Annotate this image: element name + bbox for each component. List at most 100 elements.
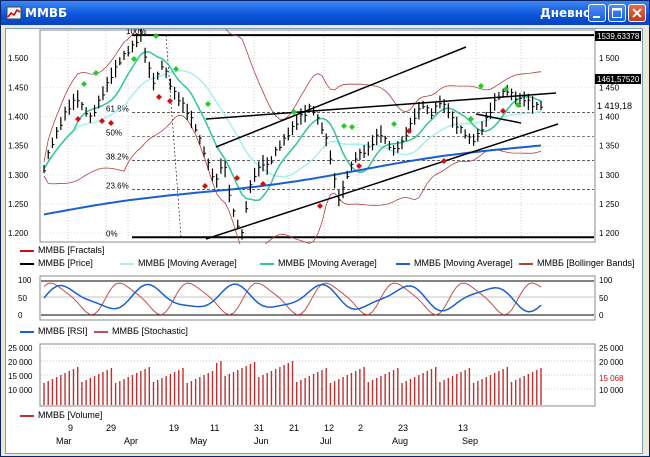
left-tick-label: 1.350 bbox=[8, 142, 29, 151]
oscillator-left-axis: 100 50 0 bbox=[18, 276, 32, 320]
legend-entry: ММВБ [Fractals] bbox=[20, 245, 104, 255]
fractal-up-marker bbox=[503, 86, 509, 92]
trend-lines bbox=[205, 46, 559, 240]
close-icon bbox=[632, 8, 642, 18]
fractal-down-marker bbox=[75, 116, 81, 122]
legend-swatch bbox=[20, 249, 34, 252]
fib-label: 0% bbox=[106, 229, 118, 238]
date-day-label: 13 bbox=[458, 423, 469, 433]
fractal-up-marker bbox=[515, 102, 521, 108]
fractal-down-marker bbox=[317, 203, 323, 209]
minimize-button[interactable] bbox=[588, 4, 606, 22]
fractal-up-marker bbox=[81, 81, 87, 87]
fractal-up-marker bbox=[205, 101, 211, 107]
fractal-down-marker bbox=[500, 108, 506, 114]
volume-pane[interactable]: 25 000 20 000 15 000 10 000 25 000 20 000 15 … bbox=[6, 343, 642, 409]
fractal-up-marker bbox=[391, 121, 397, 127]
legend-label: ММВБ [Price] bbox=[38, 258, 93, 268]
date-month-label: Apr bbox=[124, 436, 139, 446]
fib-label: 23.6% bbox=[106, 181, 129, 190]
right-tick-label: 1 200 bbox=[599, 229, 620, 238]
fib-label: 38.2% bbox=[106, 152, 129, 161]
bollinger-lower bbox=[43, 114, 542, 244]
stochastic-line bbox=[43, 282, 542, 316]
price-pane[interactable]: 100% 61.8% 50% 38.2% 23.6% 0% 1.500 1.450 1.400… bbox=[6, 29, 642, 244]
oscillator-lines bbox=[43, 282, 542, 316]
date-day-label: 2 bbox=[358, 423, 364, 433]
date-day-label: 23 bbox=[398, 423, 409, 433]
osc-right-tick: 50 bbox=[599, 294, 608, 303]
osc-right-tick: 100 bbox=[599, 276, 613, 285]
chart-area[interactable]: 100% 61.8% 50% 38.2% 23.6% 0% 1.500 1.450 1.400… bbox=[5, 28, 643, 454]
legend-label: ММВБ [Stochastic] bbox=[112, 326, 188, 336]
legend-swatch bbox=[396, 262, 410, 265]
date-month-label: Aug bbox=[392, 436, 409, 446]
date-month-label: Jun bbox=[254, 436, 269, 446]
volume-bars bbox=[43, 361, 542, 405]
fractal-up-marker bbox=[173, 66, 179, 72]
vol-left-tick: 15 000 bbox=[8, 372, 33, 381]
moving-averages bbox=[43, 51, 542, 216]
ma-blue bbox=[43, 144, 542, 216]
rsi-line bbox=[43, 283, 542, 313]
legend-swatch bbox=[519, 262, 533, 265]
left-tick-label: 1.450 bbox=[8, 83, 29, 92]
fractal-down-marker bbox=[167, 98, 173, 104]
fractal-up-marker bbox=[341, 123, 347, 129]
close-button[interactable] bbox=[628, 4, 646, 22]
legend-swatch bbox=[94, 330, 108, 333]
osc-left-tick: 50 bbox=[18, 294, 27, 303]
legend-label: ММВБ [Fractals] bbox=[38, 245, 105, 255]
date-month-label: Mar bbox=[56, 436, 72, 446]
vol-left-tick: 25 000 bbox=[8, 344, 33, 353]
left-tick-label: 1.500 bbox=[8, 54, 29, 63]
oscillator-right-axis: 100 50 0 bbox=[599, 276, 613, 320]
left-tick-label: 1.400 bbox=[8, 113, 29, 122]
date-day-label: 29 bbox=[106, 423, 117, 433]
date-month-label: Jul bbox=[320, 436, 332, 446]
last-price-label: 1 419,18 bbox=[597, 101, 632, 111]
right-tick-label: 1 450 bbox=[599, 83, 620, 92]
fractal-down-marker bbox=[234, 175, 240, 181]
vol-right-tick: 15 068 bbox=[599, 374, 624, 383]
left-tick-label: 1.300 bbox=[8, 171, 29, 180]
window-title: ММВБ bbox=[25, 6, 68, 20]
legend-label: ММВБ [RSI] bbox=[38, 326, 88, 336]
legend-entry: ММВБ [RSI] bbox=[20, 326, 87, 336]
legend-entry: ММВБ [Moving Average] bbox=[120, 258, 237, 268]
trend-line bbox=[205, 123, 559, 240]
title-bar[interactable]: ММВБ Дневной bbox=[1, 1, 649, 25]
date-axis: 9 29 19 11 31 21 12 2 23 13 Mar Apr May Jun Jul Aug Sep bbox=[44, 422, 640, 452]
date-day-label: 9 bbox=[68, 423, 74, 433]
price-legend: ММВБ [Fractals] ММВБ [Price] ММВБ [Moving … bbox=[6, 245, 642, 271]
fractal-down-marker bbox=[356, 163, 362, 169]
volume-right-axis: 25 000 20 000 15 068 10 000 bbox=[599, 344, 624, 395]
oscillator-pane[interactable]: 100 50 0 100 50 0 bbox=[6, 275, 642, 323]
volume-left-axis: 25 000 20 000 15 000 10 000 bbox=[8, 344, 33, 395]
fib-label: 61.8% bbox=[106, 104, 129, 113]
fractal-up-marker bbox=[93, 70, 99, 76]
legend-entry: ММВБ [Moving Average] bbox=[396, 258, 513, 268]
high-price-label: 1539,63378 bbox=[597, 32, 640, 41]
left-tick-label: 1.250 bbox=[8, 200, 29, 209]
price-bars bbox=[43, 29, 543, 240]
left-tick-label: 1.200 bbox=[8, 229, 29, 238]
legend-entry: ММВБ [Moving Average] bbox=[260, 258, 377, 268]
date-day-label: 21 bbox=[289, 423, 300, 433]
fractal-up-marker bbox=[478, 83, 484, 89]
right-tick-label: 1 350 bbox=[599, 142, 620, 151]
vol-right-tick: 20 000 bbox=[599, 358, 624, 367]
legend-entry: ММВБ [Price] bbox=[20, 258, 93, 268]
right-price-axis: 1 500 1 450 1 400 1 350 1 300 1 250 1 200 bbox=[599, 54, 620, 238]
osc-left-tick: 0 bbox=[18, 311, 23, 320]
fibonacci-levels: 100% 61.8% 50% 38.2% 23.6% 0% bbox=[106, 29, 594, 239]
ma-light bbox=[43, 69, 542, 178]
left-price-axis: 1.500 1.450 1.400 1.350 1.300 1.250 1.200 bbox=[8, 54, 29, 238]
fractal-down-marker bbox=[202, 183, 208, 189]
date-day-label: 12 bbox=[324, 423, 335, 433]
maximize-button[interactable] bbox=[608, 4, 626, 22]
minimize-icon bbox=[593, 16, 600, 18]
right-tick-label: 1 300 bbox=[599, 171, 620, 180]
fractal-down-marker bbox=[156, 94, 162, 100]
